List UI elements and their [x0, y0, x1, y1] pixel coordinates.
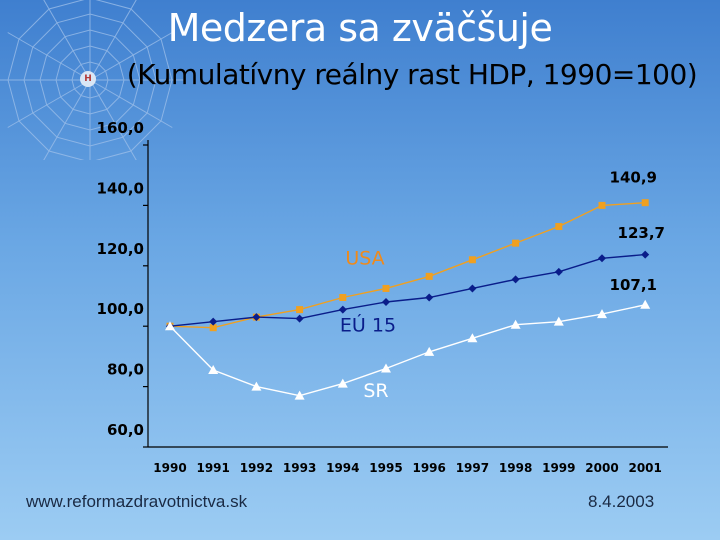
y-tick-label: 120,0	[97, 240, 144, 258]
series-name-label: USA	[345, 247, 384, 269]
spider-web-decoration	[0, 0, 185, 160]
web-ring	[23, 13, 157, 147]
x-tick-label: 1998	[499, 461, 532, 475]
x-tick-label: 1991	[196, 461, 229, 475]
data-point	[641, 199, 649, 207]
end-value-label: 107,1	[610, 276, 657, 294]
footer-date: 8.4.2003	[588, 492, 655, 511]
data-point	[511, 275, 520, 284]
data-point	[425, 272, 433, 280]
data-point	[382, 298, 390, 307]
data-point	[251, 381, 262, 391]
x-tick-label: 1996	[412, 461, 445, 475]
data-point	[382, 284, 390, 292]
x-tick-label: 2001	[628, 461, 661, 475]
data-point	[640, 299, 651, 309]
chart-labels: USA EÚ 15 SR 140,9 123,7 107,1	[340, 168, 665, 402]
web-spoke	[7, 79, 91, 128]
data-point	[209, 324, 217, 332]
end-value-label: 123,7	[618, 224, 665, 242]
x-tick-label: 1993	[283, 461, 316, 475]
web-ring	[39, 29, 141, 131]
data-point	[296, 306, 304, 314]
logo-icon: H	[80, 71, 96, 87]
data-point	[598, 254, 606, 263]
web-spoke	[7, 32, 91, 81]
web-spoke	[43, 79, 91, 160]
series-line-0	[169, 202, 646, 329]
page-title: Medzera sa zväčšuje	[167, 6, 553, 50]
data-point	[641, 250, 650, 259]
data-point	[381, 363, 391, 373]
data-point	[425, 293, 434, 302]
web-ring	[71, 61, 109, 99]
web-spoke	[89, 0, 137, 81]
y-tick-label: 140,0	[97, 179, 144, 197]
y-tick-label: 160,0	[97, 119, 144, 137]
web-ring	[7, 0, 173, 160]
series-name-label: SR	[363, 380, 388, 402]
data-point	[597, 309, 607, 319]
data-point	[553, 316, 564, 326]
data-point	[337, 378, 348, 388]
x-tick-label: 2000	[585, 461, 618, 475]
y-tick-label: 80,0	[107, 361, 144, 379]
web-spoke	[89, 79, 137, 160]
data-point	[339, 294, 347, 302]
data-point	[468, 256, 476, 264]
y-tick-label: 60,0	[107, 421, 144, 439]
data-point	[512, 239, 520, 247]
end-value-label: 140,9	[610, 168, 657, 186]
data-point	[295, 314, 304, 323]
data-point	[598, 201, 606, 209]
footer-url: www.reformazdravotnictva.sk	[26, 492, 248, 511]
data-point	[468, 284, 477, 293]
web-spoke	[43, 0, 91, 81]
data-point	[510, 319, 521, 329]
chart-axes: 160,0 140,0 120,0 100,0 80,0 60,0 1990 1991 1992…	[97, 119, 668, 475]
web-spoke	[89, 79, 173, 128]
data-point	[208, 364, 219, 374]
x-tick-label: 1992	[240, 461, 273, 475]
series-line-1	[169, 253, 646, 327]
data-point	[554, 267, 563, 276]
data-point	[294, 390, 305, 400]
x-tick-label: 1995	[369, 461, 402, 475]
data-point	[338, 305, 347, 314]
data-point	[467, 333, 478, 343]
web-spoke	[89, 32, 173, 81]
data-point	[165, 321, 175, 331]
x-tick-label: 1999	[542, 461, 575, 475]
data-point	[555, 223, 563, 231]
y-tick-label: 100,0	[97, 300, 144, 318]
data-point	[209, 317, 218, 326]
data-point	[424, 346, 435, 356]
web-ring	[55, 45, 125, 115]
series-name-label: EÚ 15	[340, 312, 396, 336]
x-tick-label: 1997	[456, 461, 489, 475]
data-point	[252, 313, 261, 322]
page-subtitle: (Kumulatívny reálny rast HDP, 1990=100)	[126, 58, 698, 91]
series-line-2	[169, 304, 646, 397]
x-tick-label: 1990	[153, 461, 186, 475]
x-tick-label: 1994	[326, 461, 359, 475]
chart-series	[165, 199, 651, 400]
